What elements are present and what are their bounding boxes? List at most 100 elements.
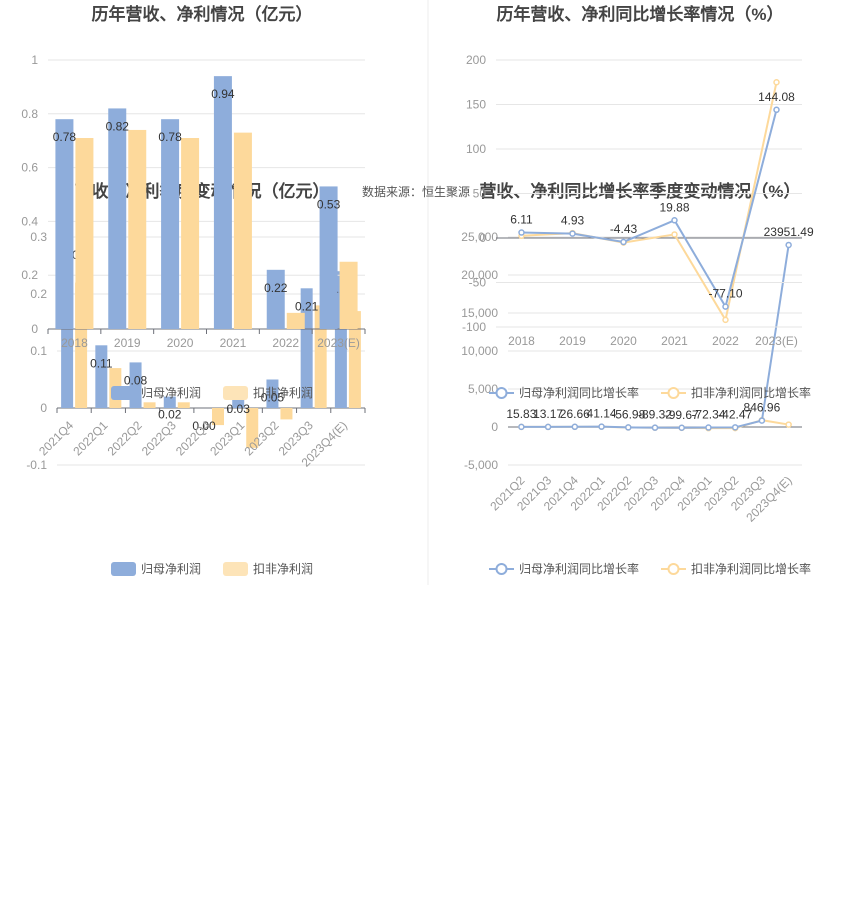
annual-line-ytick-label: 150 [466, 98, 486, 112]
annual-bar-xtick-label: 2020 [167, 336, 194, 350]
quarter-line-data-label: 846.96 [744, 401, 781, 415]
quarter-bar-ytick-label: 0.3 [30, 230, 47, 244]
annual-bar-bar [128, 130, 146, 329]
annual-line-point [621, 239, 626, 244]
quarter-bar-bar [144, 402, 156, 408]
quarter-line-point [519, 424, 524, 429]
quarter-line-point [599, 424, 604, 429]
annual-line-legend-label: 归母净利润同比增长率 [519, 385, 639, 400]
annual-bar-bar [75, 138, 93, 329]
quarter-bar-ytick-label: -0.1 [26, 458, 47, 472]
annual-line-point [774, 80, 779, 85]
quarter-line-point [733, 425, 738, 430]
quarter-line-point [653, 425, 658, 430]
annual-bar-xtick-label: 2023(E) [317, 336, 360, 350]
annual-line-point [570, 231, 575, 236]
quarter-line-point [786, 242, 791, 247]
annual-line-ytick-label: 200 [466, 53, 486, 67]
annual-bar-ytick-label: 0.2 [21, 268, 38, 282]
quarter-line-point [572, 424, 577, 429]
quarter-line-point [759, 418, 764, 423]
annual-line-ytick-label: -100 [462, 320, 486, 334]
annual-bar-bar [214, 76, 232, 329]
annual-line-legend-marker [497, 388, 507, 398]
annual-bar-bar [234, 133, 252, 329]
annual-line-point [774, 107, 779, 112]
annual-line-data-label: -4.43 [610, 222, 638, 236]
annual-line-data-label: 19.88 [659, 200, 689, 214]
annual-line-legend-marker [669, 388, 679, 398]
quarter-line-ytick-label: -5,000 [464, 458, 498, 472]
quarter-bar-data-label: 0.21 [295, 299, 319, 313]
quarter-line-ytick-label: 10,000 [461, 344, 498, 358]
annual-bar-data-label: 0.82 [106, 119, 130, 133]
annual-bar-title: 历年营收、净利情况（亿元） [92, 4, 313, 24]
annual-line-title: 历年营收、净利同比增长率情况（%） [496, 4, 783, 24]
annual-line-point [723, 304, 728, 309]
quarter-bar-data-label: 0.03 [227, 402, 251, 416]
quarter-bar-legend-label: 归母净利润 [141, 562, 201, 576]
annual-bar-bar [267, 270, 285, 329]
quarter-bar-xtick-label: 2022Q3 [139, 418, 179, 458]
annual-bar-data-label: 0.78 [158, 130, 182, 144]
annual-line-xtick-label: 2018 [508, 334, 535, 348]
quarter-line-legend-label: 扣非净利润同比增长率 [691, 561, 811, 576]
quarter-line-legend-marker [497, 564, 507, 574]
annual-bar-legend-label: 归母净利润 [141, 386, 201, 400]
annual-line-point [672, 218, 677, 223]
annual-bar-bar [55, 119, 73, 329]
quarter-bar-ytick-label: 0.1 [30, 344, 47, 358]
annual-line-xtick-label: 2021 [661, 334, 688, 348]
annual-bar-bar [161, 119, 179, 329]
annual-line-data-label: 144.08 [758, 90, 795, 104]
quarter-line-point [679, 425, 684, 430]
annual-line-xtick-label: 2019 [559, 334, 586, 348]
annual-line-xtick-label: 2023(E) [755, 334, 798, 348]
annual-bar-legend-swatch [111, 386, 136, 400]
annual-line-point [519, 230, 524, 235]
quarter-bar-data-label: 0.11 [90, 356, 113, 370]
quarter-bar-legend-swatch [223, 562, 248, 576]
quarter-line-legend-label: 归母净利润同比增长率 [519, 561, 639, 576]
quarter-line-legend-marker [669, 564, 679, 574]
annual-bar-bar [108, 108, 126, 329]
quarter-line-point [626, 425, 631, 430]
annual-bar-data-label: 0.94 [211, 87, 235, 101]
quarter-bar-ytick-label: 0 [40, 401, 47, 415]
quarter-line-point [786, 422, 791, 427]
annual-line-series-line [522, 82, 777, 320]
annual-bar-ytick-label: 0.6 [21, 161, 38, 175]
quarter-bar-legend-swatch [111, 562, 136, 576]
annual-line-xtick-label: 2022 [712, 334, 739, 348]
annual-bar-ytick-label: 0.8 [21, 107, 38, 121]
annual-line-ytick-label: 50 [473, 187, 487, 201]
annual-line-xtick-label: 2020 [610, 334, 637, 348]
annual-bar-data-label: 0.53 [317, 197, 341, 211]
annual-bar-xtick-label: 2021 [220, 336, 247, 350]
quarter-bar-xtick-label: 2022Q1 [70, 418, 110, 458]
annual-bar-bar [181, 138, 199, 329]
annual-line-data-label: -77.10 [708, 287, 742, 301]
annual-line-point [723, 317, 728, 322]
annual-line-point [672, 232, 677, 237]
quarter-bar-ytick-label: 0.2 [30, 287, 47, 301]
annual-bar-legend-swatch [223, 386, 248, 400]
annual-bar-xtick-label: 2018 [61, 336, 88, 350]
annual-bar-xtick-label: 2019 [114, 336, 141, 350]
quarter-bar-xtick-label: 2021Q4 [36, 418, 76, 458]
annual-bar-ytick-label: 1 [31, 53, 38, 67]
annual-bar-xtick-label: 2022 [272, 336, 299, 350]
annual-line-ytick-label: -50 [469, 276, 487, 290]
annual-bar-legend-label: 扣非净利润 [253, 386, 313, 400]
annual-line-legend-label: 扣非净利润同比增长率 [691, 385, 811, 400]
quarter-bar-legend-label: 扣非净利润 [253, 562, 313, 576]
annual-bar-ytick-label: 0.4 [21, 214, 38, 228]
annual-line-data-label: 4.93 [561, 214, 585, 228]
annual-line-data-label: 6.11 [510, 213, 533, 227]
quarter-line-ytick-label: 0 [491, 420, 498, 434]
annual-bar-bar [287, 313, 305, 329]
source-note: 数据来源：恒生聚源 [362, 184, 470, 199]
annual-layer: 00.20.40.60.810.7820180.8220190.7820200.… [21, 4, 811, 400]
